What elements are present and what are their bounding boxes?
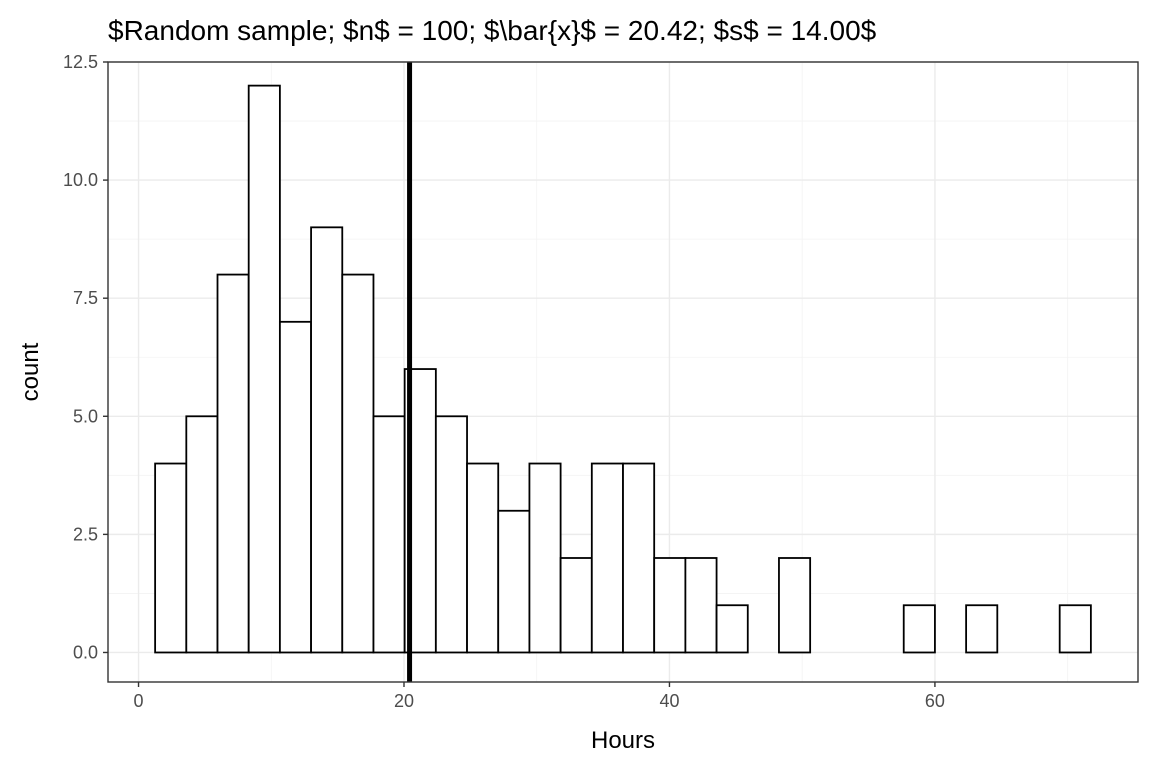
histogram-bar-1 [154, 462, 188, 654]
y-tick-label: 5.0 [73, 406, 98, 426]
histogram-bar-16 [622, 462, 656, 654]
x-tick-label: 40 [659, 691, 679, 711]
histogram-bar-4 [247, 84, 281, 654]
x-axis: 0 20 40 60 [134, 682, 945, 711]
histogram-bar-2 [185, 415, 219, 654]
histogram-bar-18 [684, 557, 718, 654]
x-tick-label: 20 [394, 691, 414, 711]
y-tick-label: 2.5 [73, 524, 98, 544]
histogram-bar-10 [434, 415, 468, 654]
chart-title: $Random sample; $n$ = 100; $\bar{x}$ = 2… [108, 15, 877, 46]
histogram-bar-6 [310, 226, 344, 654]
histogram-bar-3 [216, 273, 250, 654]
histogram-bar-30 [1058, 604, 1092, 654]
histogram-bar-14 [559, 557, 593, 654]
histogram-bar-7 [341, 273, 375, 654]
histogram-bar-13 [528, 462, 562, 654]
x-axis-title: Hours [591, 727, 655, 754]
histogram-bar-17 [653, 557, 687, 654]
histogram-bar-21 [778, 557, 812, 654]
histogram-bar-12 [497, 509, 531, 654]
y-axis-title: count [17, 342, 44, 401]
histogram-bar-8 [372, 415, 406, 654]
y-tick-label: 10.0 [63, 170, 98, 190]
y-tick-label: 7.5 [73, 288, 98, 308]
histogram-bar-27 [965, 604, 999, 654]
y-tick-label: 0.0 [73, 642, 98, 662]
histogram-bar-25 [902, 604, 936, 654]
x-tick-label: 0 [134, 691, 144, 711]
y-axis: 0.0 2.5 5.0 7.5 10.0 12.5 [63, 52, 108, 662]
bars [154, 84, 1092, 654]
histogram-bar-19 [715, 604, 749, 654]
x-tick-label: 60 [925, 691, 945, 711]
histogram-bar-11 [466, 462, 500, 654]
histogram-bar-5 [278, 320, 312, 654]
plot-panel-border [107, 61, 1139, 683]
histogram-bar-15 [590, 462, 624, 654]
y-tick-label: 12.5 [63, 52, 98, 72]
